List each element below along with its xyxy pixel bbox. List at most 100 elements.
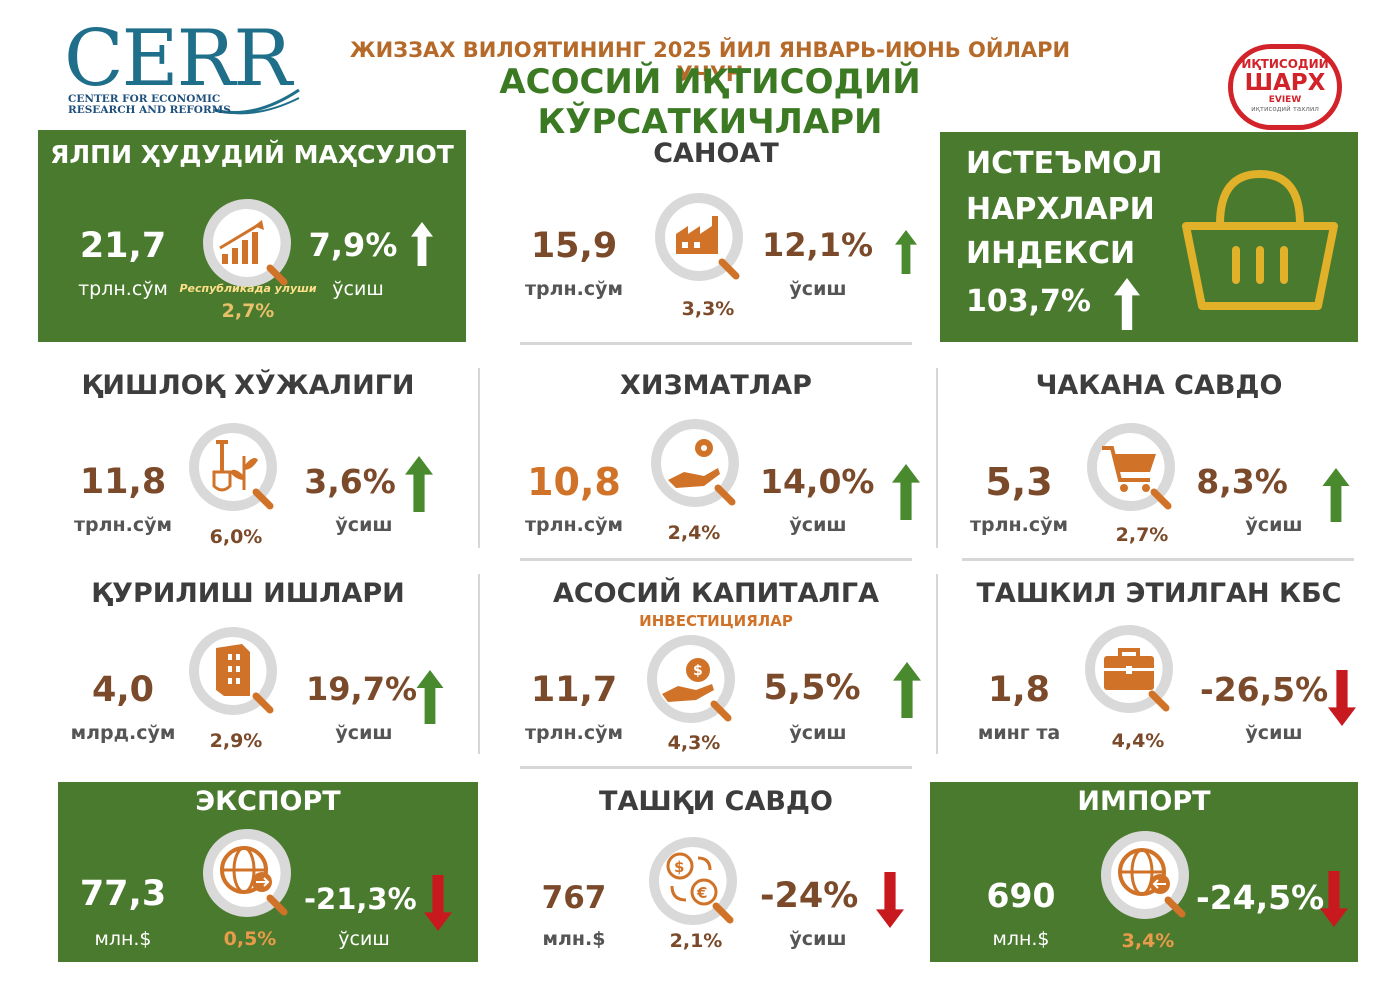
cpi-title-2: НАРХЛАРИ xyxy=(966,192,1155,227)
gdp-growth-label: ўсиш xyxy=(332,278,384,300)
import-unit: млн.$ xyxy=(992,928,1050,950)
gdp-share-label: Республикада улуши xyxy=(179,282,317,295)
factory-icon xyxy=(652,190,746,284)
divider xyxy=(520,558,912,561)
up-arrow-icon xyxy=(410,222,434,266)
industry-unit: трлн.сўм xyxy=(524,278,624,300)
investment-unit: трлн.сўм xyxy=(524,722,624,744)
services-value: 10,8 xyxy=(527,460,621,504)
new-business-share: 4,4% xyxy=(1111,730,1165,752)
cpi-card: ИСТЕЪМОЛ НАРХЛАРИ ИНДЕКСИ 103,7% xyxy=(940,132,1358,342)
agriculture-title: ҚИШЛОҚ ХЎЖАЛИГИ xyxy=(81,370,415,401)
cpi-title-3: ИНДЕКСИ xyxy=(966,236,1136,271)
gdp-title: ЯЛПИ ҲУДУДИЙ МАҲСУЛОТ xyxy=(50,140,454,169)
badge-line4: иқтисодий тахлил xyxy=(1251,105,1319,113)
cerr-logo: CERR CENTER FOR ECONOMIC RESEARCH AND RE… xyxy=(64,20,304,118)
logo-subtitle-1: CENTER FOR ECONOMIC xyxy=(68,93,221,105)
gdp-growth: 7,9% xyxy=(308,226,398,264)
retail-growth-label: ўсиш xyxy=(1245,514,1303,536)
building-icon xyxy=(186,624,280,718)
gdp-value: 21,7 xyxy=(79,226,167,266)
import-title: ИМПОРТ xyxy=(1077,786,1211,817)
page-title-line2: АСОСИЙ ИҚТИСОДИЙ КЎРСАТКИЧЛАРИ xyxy=(499,62,921,142)
export-card: ЭКСПОРТ 77,3 млн.$ 0,5% -21,3% ўсиш xyxy=(58,782,478,962)
industry-share: 3,3% xyxy=(681,298,735,320)
services-card: ХИЗМАТЛАР 10,8 трлн.сўм 2,4% 14,0% ўсиш xyxy=(520,366,912,552)
construction-share: 2,9% xyxy=(209,730,263,752)
new-business-card: ТАШКИЛ ЭТИЛГАН КБС 1,8 минг та 4,4% -26,… xyxy=(960,574,1358,764)
divider xyxy=(962,558,1354,561)
logo-subtitle-2: RESEARCH AND REFORMS xyxy=(68,104,231,116)
new-business-value: 1,8 xyxy=(987,670,1050,710)
export-title: ЭКСПОРТ xyxy=(195,786,341,817)
up-arrow-icon xyxy=(1322,468,1350,522)
foreign-trade-growth-label: ўсиш xyxy=(789,928,847,950)
up-arrow-icon xyxy=(892,662,922,718)
svg-text:$: $ xyxy=(693,663,703,679)
import-growth: -24,5% xyxy=(1196,878,1325,917)
construction-title: ҚУРИЛИШ ИШЛАРИ xyxy=(91,578,405,609)
import-value: 690 xyxy=(986,876,1056,915)
services-share: 2,4% xyxy=(667,522,721,544)
investment-subtitle: ИНВЕСТИЦИЯЛАР xyxy=(639,612,793,630)
down-arrow-icon xyxy=(1328,670,1356,726)
gdp-share: 2,7% xyxy=(221,300,275,322)
divider xyxy=(520,766,912,769)
construction-value: 4,0 xyxy=(91,670,154,710)
construction-unit: млрд.сўм xyxy=(70,722,176,744)
import-share: 3,4% xyxy=(1121,930,1175,952)
down-arrow-icon xyxy=(424,874,452,932)
investment-title: АСОСИЙ КАПИТАЛГА xyxy=(552,578,880,609)
new-business-growth: -26,5% xyxy=(1200,670,1329,709)
construction-growth-label: ўсиш xyxy=(335,722,393,744)
new-business-growth-label: ўсиш xyxy=(1245,722,1303,744)
foreign-trade-unit: млн.$ xyxy=(542,928,606,950)
gdp-card: ЯЛПИ ҲУДУДИЙ МАҲСУЛОТ 21,7 трлн.сўм Респ… xyxy=(38,130,466,342)
investment-share: 4,3% xyxy=(667,732,721,754)
agriculture-growth: 3,6% xyxy=(304,462,396,501)
foreign-trade-growth: -24% xyxy=(760,876,859,916)
divider xyxy=(478,574,480,754)
divider xyxy=(478,368,480,548)
divider xyxy=(936,574,938,754)
currency-exchange-icon: $ € xyxy=(646,834,740,928)
industry-growth: 12,1% xyxy=(762,226,874,264)
investment-growth: 5,5% xyxy=(763,668,861,708)
divider xyxy=(520,342,912,345)
export-value: 77,3 xyxy=(79,874,167,914)
logo-swoosh-icon xyxy=(213,88,300,115)
services-unit: трлн.сўм xyxy=(524,514,624,536)
industry-card: САНОАТ 15,9 трлн.сўм 3,3% 12,1% ўсиш xyxy=(520,130,912,342)
review-badge: ИҚТИСОДИЙ ШАРХ ЕVIEW иқтисодий тахлил xyxy=(1228,44,1342,130)
gdp-unit: трлн.сўм xyxy=(78,278,168,300)
foreign-trade-title: ТАШҚИ САВДО xyxy=(599,786,833,817)
foreign-trade-value: 767 xyxy=(541,880,607,916)
agriculture-share: 6,0% xyxy=(209,526,263,548)
investment-value: 11,7 xyxy=(530,670,618,710)
export-share: 0,5% xyxy=(223,928,277,950)
construction-growth: 19,7% xyxy=(306,670,418,708)
badge-line3: ЕVIEW xyxy=(1268,95,1302,105)
agriculture-growth-label: ўсиш xyxy=(335,514,393,536)
globe-export-icon xyxy=(200,826,294,920)
svg-text:$: $ xyxy=(674,858,684,876)
industry-growth-label: ўсиш xyxy=(789,278,847,300)
retail-title: ЧАКАНА САВДО xyxy=(1035,370,1283,401)
badge-line1: ИҚТИСОДИЙ xyxy=(1241,57,1329,71)
cpi-title-1: ИСТЕЪМОЛ xyxy=(966,146,1163,181)
export-unit: млн.$ xyxy=(94,928,152,950)
logo-text: CERR xyxy=(64,14,292,104)
up-arrow-icon xyxy=(404,456,434,512)
retail-share: 2,7% xyxy=(1115,524,1169,546)
services-growth-label: ўсиш xyxy=(789,514,847,536)
industry-value: 15,9 xyxy=(530,226,618,266)
retail-growth: 8,3% xyxy=(1196,462,1288,501)
services-title: ХИЗМАТЛАР xyxy=(620,370,812,401)
retail-card: ЧАКАНА САВДО 5,3 трлн.сўм 2,7% 8,3% ўсиш xyxy=(960,366,1358,552)
agriculture-value: 11,8 xyxy=(79,462,167,502)
shovel-plant-icon xyxy=(186,420,280,514)
import-card: ИМПОРТ 690 млн.$ 3,4% -24,5% xyxy=(930,782,1358,962)
agriculture-card: ҚИШЛОҚ ХЎЖАЛИГИ 11,8 трлн.сўм 6,0% 3,6% … xyxy=(38,366,458,552)
cpi-value: 103,7% xyxy=(966,284,1091,319)
construction-card: ҚУРИЛИШ ИШЛАРИ 4,0 млрд.сўм 2,9% 19,7% ў… xyxy=(38,574,458,764)
